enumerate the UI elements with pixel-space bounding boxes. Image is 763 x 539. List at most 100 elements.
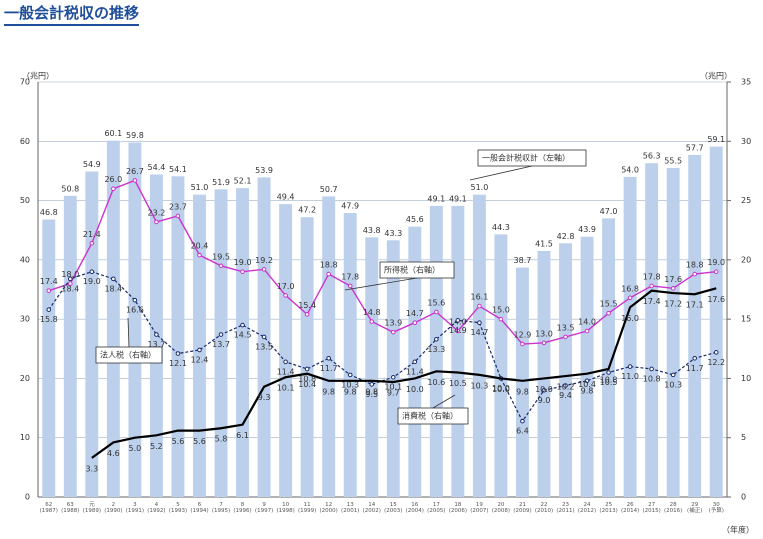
x-tick-label: 16 (2004) — [405, 502, 424, 514]
line-value-label: 9.8 — [516, 387, 529, 396]
marker — [304, 366, 310, 372]
bar — [709, 146, 723, 497]
marker — [283, 359, 288, 365]
marker — [584, 328, 590, 334]
legend-label: 一般会計税収計（左軸） — [482, 153, 570, 163]
line-value-label: 5.0 — [129, 444, 142, 453]
line-value-label: 4.6 — [107, 449, 120, 458]
line-value-label: 14.7 — [406, 309, 424, 318]
bar-value-label: 52.1 — [234, 177, 252, 186]
bar — [580, 236, 594, 497]
x-tick-label: 12 (2000) — [319, 502, 338, 514]
x-tick-label: 63 (1988) — [61, 502, 80, 514]
x-tick-label: 4 (1992) — [147, 502, 166, 514]
bar — [537, 250, 551, 497]
marker — [46, 307, 52, 312]
line-value-label: 15.6 — [427, 299, 445, 308]
marker — [606, 310, 611, 316]
legend-label: 法人税（右軸） — [100, 350, 156, 360]
bar — [236, 188, 250, 497]
line-value-label: 10.5 — [449, 379, 467, 388]
line-value-label: 16.0 — [621, 314, 639, 323]
x-tick-label: 18 (2006) — [448, 502, 467, 514]
marker — [89, 240, 95, 246]
y-tick-label: 10 — [20, 433, 30, 442]
line-value-label: 3.3 — [85, 464, 98, 473]
line-value-label: 11.7 — [320, 364, 338, 373]
line-value-label: 9.0 — [538, 396, 551, 405]
marker — [261, 267, 267, 272]
bar — [322, 196, 336, 497]
y-axis-label: （兆円） — [22, 71, 54, 81]
marker — [455, 328, 461, 334]
bar-value-label: 47.9 — [341, 202, 359, 211]
marker — [520, 418, 525, 424]
x-tick-label: 25 (2013) — [599, 502, 618, 514]
bar — [193, 194, 206, 497]
marker — [89, 269, 95, 275]
marker — [175, 351, 181, 356]
line-value-label: 6.4 — [516, 427, 529, 436]
x-tick-label: 22 (2010) — [534, 502, 554, 514]
x-tick-label: 7 (1995) — [211, 502, 231, 514]
line-value-label: 15.0 — [492, 306, 510, 315]
line-value-label: 26.0 — [104, 175, 122, 184]
bar — [128, 142, 142, 497]
bar — [42, 219, 56, 498]
marker — [477, 303, 482, 309]
x-tick-label: 8 (1996) — [233, 502, 252, 514]
line-value-label: 15.4 — [298, 301, 316, 310]
marker — [67, 281, 73, 286]
callout-arrow — [127, 317, 130, 348]
x-tick-label: 2 (1990) — [104, 502, 123, 514]
bar — [386, 240, 400, 498]
marker — [111, 186, 116, 192]
bar-value-label: 56.3 — [643, 152, 661, 161]
line-value-label: 14.9 — [449, 326, 467, 335]
bar — [451, 205, 465, 497]
bar — [472, 194, 486, 497]
x-tick-label: 21 (2009) — [513, 502, 532, 514]
x-tick-label: 23 (2011) — [556, 502, 575, 514]
marker — [434, 337, 439, 342]
marker — [240, 269, 245, 275]
line-value-label: 13.7 — [148, 340, 166, 349]
bar-value-label: 60.1 — [104, 129, 122, 138]
y-tick-label: 40 — [20, 255, 30, 264]
line-value-label: 17.1 — [686, 301, 704, 310]
page-title: 一般会計税収の推移 — [4, 2, 140, 26]
marker — [649, 283, 654, 289]
marker — [347, 283, 353, 289]
bar-value-label: 49.1 — [449, 194, 467, 203]
line-value-label: 18.0 — [61, 270, 79, 279]
marker — [390, 374, 396, 380]
line-value-label: 13.9 — [384, 319, 402, 328]
marker — [520, 341, 525, 347]
line-value-label: 10.5 — [600, 378, 618, 387]
marker — [713, 350, 719, 355]
bar — [85, 171, 99, 497]
y2-tick-label: 35 — [741, 78, 751, 87]
line-value-label: 9.8 — [365, 387, 378, 396]
bar-value-label: 49.1 — [427, 194, 445, 203]
y-tick-label: 30 — [20, 315, 30, 324]
line-value-label: 19.2 — [255, 256, 273, 265]
line-value-label: 16.8 — [621, 284, 639, 293]
bar-value-label: 50.8 — [61, 184, 79, 193]
line-value-label: 9.8 — [581, 386, 594, 395]
line-value-label: 12.4 — [191, 355, 209, 364]
callout-arrow — [432, 394, 456, 409]
bar-value-label: 47.0 — [600, 207, 618, 216]
bar-value-label: 59.1 — [707, 135, 725, 144]
marker — [304, 312, 310, 317]
bar — [645, 163, 659, 497]
line-value-label: 9.8 — [322, 387, 335, 396]
line-value-label: 10.2 — [557, 383, 575, 392]
marker — [692, 355, 698, 361]
marker — [369, 382, 375, 387]
line-value-label: 10.8 — [298, 374, 316, 383]
y2-axis-label: （兆円） — [700, 71, 732, 81]
x-tick-label: 62 (1987) — [39, 502, 58, 514]
marker — [154, 219, 159, 225]
